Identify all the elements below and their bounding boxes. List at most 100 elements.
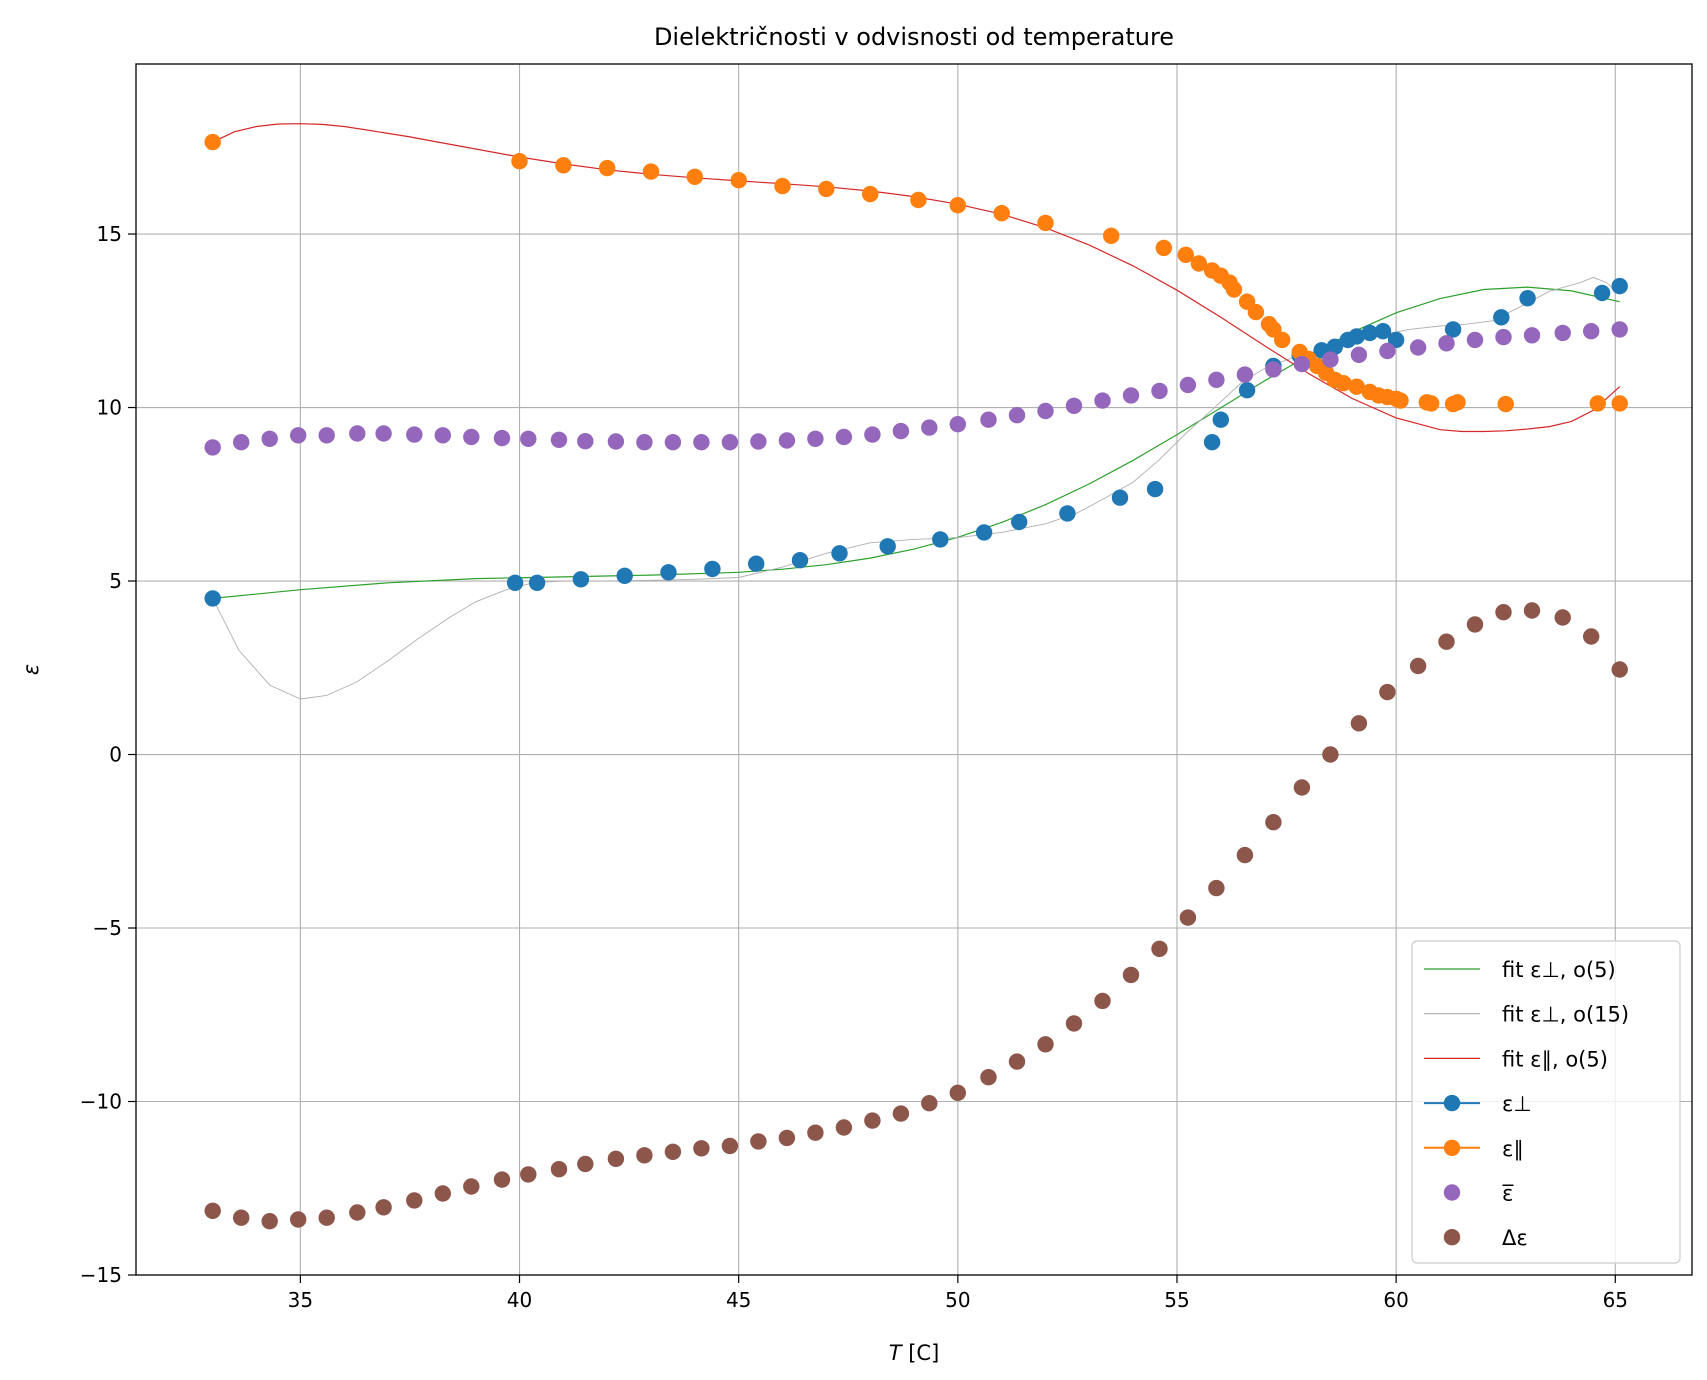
data-point-s3 bbox=[949, 1084, 966, 1102]
legend-handle-marker bbox=[1443, 1184, 1461, 1201]
data-point-s2 bbox=[1554, 324, 1571, 342]
data-point-s2 bbox=[1293, 355, 1311, 373]
data-point-s3 bbox=[1466, 616, 1484, 633]
data-point-s3 bbox=[721, 1137, 739, 1155]
data-point-s2 bbox=[892, 422, 910, 440]
data-point-s3 bbox=[835, 1119, 853, 1136]
data-point-s1 bbox=[910, 191, 927, 209]
data-point-s1 bbox=[1274, 331, 1291, 349]
data-point-s1 bbox=[818, 180, 835, 198]
data-point-s1 bbox=[730, 172, 747, 189]
x-tick-label: 65 bbox=[1603, 1288, 1628, 1312]
data-point-s3 bbox=[693, 1140, 710, 1157]
legend-box bbox=[1411, 940, 1681, 1264]
data-point-s3 bbox=[1151, 940, 1168, 957]
data-point-s0 bbox=[1011, 513, 1028, 531]
data-point-s2 bbox=[864, 426, 881, 443]
data-point-s1 bbox=[1449, 394, 1466, 411]
data-point-s3 bbox=[261, 1213, 278, 1230]
data-point-s0 bbox=[1519, 290, 1536, 307]
data-point-s2 bbox=[980, 411, 997, 428]
data-point-s3 bbox=[980, 1069, 997, 1086]
data-point-s0 bbox=[791, 552, 809, 569]
data-point-s0 bbox=[1593, 284, 1611, 302]
data-point-s3 bbox=[577, 1155, 594, 1173]
legend-label: ε̅ bbox=[1502, 1182, 1514, 1206]
legend-label: fit ε⊥, o(5) bbox=[1502, 958, 1616, 982]
data-point-s1 bbox=[949, 197, 966, 214]
data-point-s0 bbox=[1348, 328, 1365, 345]
data-point-s3 bbox=[204, 1202, 221, 1220]
data-point-s2 bbox=[1523, 327, 1541, 344]
data-point-s3 bbox=[1179, 909, 1197, 926]
data-point-s3 bbox=[318, 1209, 335, 1226]
data-point-s3 bbox=[349, 1204, 366, 1221]
legend-label: Δε bbox=[1502, 1226, 1528, 1250]
data-point-s3 bbox=[1037, 1036, 1054, 1053]
data-point-s2 bbox=[1065, 397, 1083, 414]
chart-title: Dielektričnosti v odvisnosti od temperat… bbox=[654, 23, 1174, 51]
data-point-s1 bbox=[204, 133, 221, 151]
data-point-s0 bbox=[704, 560, 721, 578]
legend-handle-marker bbox=[1443, 1094, 1461, 1112]
data-point-s0 bbox=[506, 574, 524, 591]
data-point-s2 bbox=[1409, 339, 1427, 356]
legend-handle-marker bbox=[1443, 1229, 1461, 1246]
data-point-s2 bbox=[1122, 387, 1140, 404]
data-point-s2 bbox=[636, 434, 653, 451]
data-point-s2 bbox=[1350, 346, 1368, 363]
data-point-s0 bbox=[1326, 338, 1344, 355]
data-point-s2 bbox=[434, 427, 451, 444]
data-point-s3 bbox=[1265, 814, 1282, 831]
data-point-s3 bbox=[1350, 715, 1368, 732]
legend-handle-marker bbox=[1443, 1139, 1461, 1157]
data-point-s2 bbox=[1322, 351, 1339, 368]
data-point-s3 bbox=[406, 1192, 423, 1209]
data-point-s3 bbox=[1495, 604, 1512, 621]
data-point-s3 bbox=[807, 1124, 824, 1141]
data-point-s2 bbox=[1466, 331, 1484, 349]
data-point-s1 bbox=[862, 185, 879, 203]
data-point-s0 bbox=[831, 545, 848, 562]
data-point-s1 bbox=[511, 153, 528, 170]
data-point-s1 bbox=[599, 159, 616, 177]
data-point-s3 bbox=[434, 1185, 451, 1202]
plot-frame bbox=[135, 63, 1693, 1276]
data-point-s0 bbox=[1493, 309, 1510, 326]
y-tick-label: 15 bbox=[97, 222, 122, 246]
data-point-s3 bbox=[1094, 992, 1111, 1010]
data-point-s1 bbox=[1247, 303, 1265, 321]
data-point-s1 bbox=[1392, 392, 1409, 409]
data-point-s3 bbox=[290, 1211, 307, 1228]
data-point-s0 bbox=[879, 538, 896, 555]
data-point-s0 bbox=[1387, 331, 1405, 349]
data-point-s2 bbox=[721, 434, 739, 451]
legend-label: ε⊥ bbox=[1502, 1092, 1532, 1116]
data-point-s3 bbox=[1583, 628, 1600, 645]
x-tick-label: 35 bbox=[288, 1288, 313, 1312]
data-point-s3 bbox=[607, 1150, 625, 1168]
data-point-s3 bbox=[864, 1112, 881, 1129]
y-tick-label: 0 bbox=[109, 743, 122, 767]
data-point-s2 bbox=[1379, 342, 1396, 360]
data-point-s1 bbox=[1155, 239, 1173, 257]
data-point-s3 bbox=[375, 1199, 392, 1216]
data-point-s3 bbox=[921, 1095, 938, 1112]
data-point-s1 bbox=[555, 157, 572, 174]
data-point-s0 bbox=[528, 574, 546, 591]
data-point-s3 bbox=[233, 1209, 250, 1226]
data-point-s1 bbox=[1611, 395, 1628, 412]
y-axis-label: ε bbox=[19, 664, 43, 675]
data-point-s0 bbox=[975, 524, 993, 541]
y-tick-label: 10 bbox=[97, 396, 122, 420]
data-point-s0 bbox=[1203, 434, 1221, 451]
data-point-s2 bbox=[1236, 366, 1254, 383]
data-point-s1 bbox=[1225, 281, 1243, 298]
y-tick-label: 5 bbox=[109, 569, 122, 593]
data-point-s1 bbox=[1190, 255, 1208, 272]
data-point-s3 bbox=[1236, 846, 1254, 864]
data-point-s1 bbox=[686, 168, 703, 185]
data-point-s2 bbox=[664, 434, 682, 451]
data-point-s3 bbox=[1122, 966, 1140, 984]
